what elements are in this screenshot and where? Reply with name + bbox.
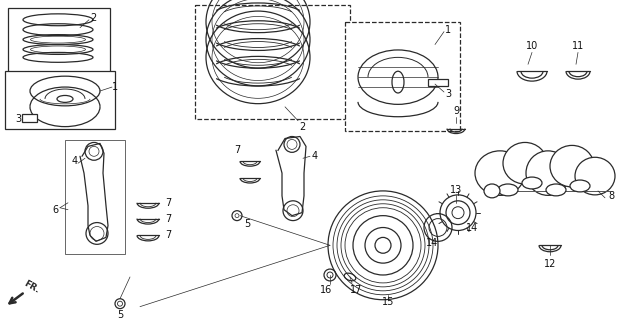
Text: 5: 5 xyxy=(244,219,250,228)
Ellipse shape xyxy=(526,151,570,196)
Text: 16: 16 xyxy=(320,285,332,295)
Text: 15: 15 xyxy=(382,297,394,307)
Text: 7: 7 xyxy=(165,198,171,208)
Text: 1: 1 xyxy=(112,82,118,92)
Text: 17: 17 xyxy=(350,285,362,295)
Text: 4: 4 xyxy=(72,156,78,166)
Text: 1: 1 xyxy=(445,25,451,35)
Bar xyxy=(22,114,37,122)
Ellipse shape xyxy=(522,177,542,189)
Text: 12: 12 xyxy=(544,259,556,269)
Text: 9: 9 xyxy=(453,106,459,116)
Ellipse shape xyxy=(498,184,518,196)
Text: 7: 7 xyxy=(165,214,171,224)
Bar xyxy=(428,79,448,86)
Bar xyxy=(345,22,460,131)
Ellipse shape xyxy=(503,142,547,184)
Text: 5: 5 xyxy=(117,309,123,320)
Polygon shape xyxy=(8,8,110,74)
Text: 3: 3 xyxy=(445,89,451,99)
Text: 4: 4 xyxy=(312,151,318,161)
Text: FR.: FR. xyxy=(22,279,42,295)
Text: 14: 14 xyxy=(466,222,478,233)
Text: 2: 2 xyxy=(299,122,305,132)
Bar xyxy=(195,5,350,119)
Text: 13: 13 xyxy=(450,185,462,195)
Ellipse shape xyxy=(484,184,500,198)
Text: 7: 7 xyxy=(165,230,171,240)
Text: 2: 2 xyxy=(90,13,96,23)
Ellipse shape xyxy=(570,180,590,192)
Ellipse shape xyxy=(546,184,566,196)
Polygon shape xyxy=(5,71,115,129)
Text: 8: 8 xyxy=(608,191,614,201)
Text: 6: 6 xyxy=(52,205,58,215)
Ellipse shape xyxy=(575,157,615,195)
Bar xyxy=(65,140,125,254)
Text: 10: 10 xyxy=(526,42,538,52)
Text: 11: 11 xyxy=(572,42,584,52)
Text: 7: 7 xyxy=(234,145,240,155)
Text: 14: 14 xyxy=(426,238,438,248)
Ellipse shape xyxy=(550,145,594,187)
Text: 3: 3 xyxy=(15,114,21,124)
Ellipse shape xyxy=(475,151,525,196)
